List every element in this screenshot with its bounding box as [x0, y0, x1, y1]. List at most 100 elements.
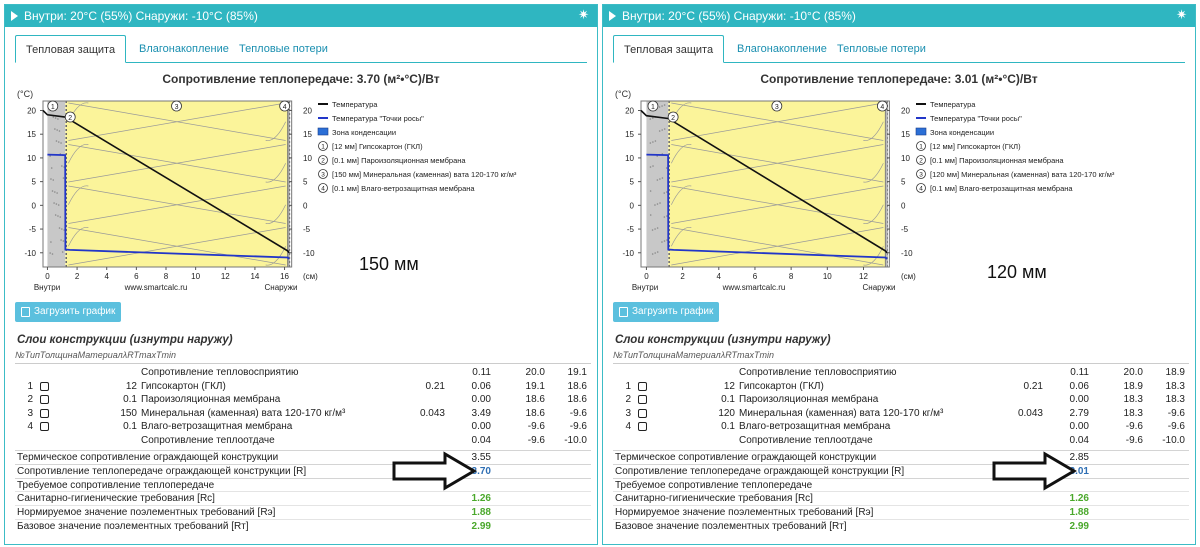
layer-marker-number: 1 [651, 104, 655, 111]
settings-gear-icon[interactable]: ✷ [1176, 7, 1187, 22]
expand-triangle-icon[interactable] [609, 11, 616, 21]
y-tick-label-right: 5 [901, 178, 906, 187]
column-header: Tmax [731, 350, 755, 360]
cell-mat: Пароизоляционная мембрана [141, 394, 281, 405]
layer-checkbox[interactable] [40, 395, 49, 404]
y-axis-label: (°C) [17, 89, 33, 99]
table-row: 1 12 Гипсокартон (ГКЛ) 0.21 0.06 19.1 18.6 [15, 381, 591, 394]
gypsum-texture-dot [55, 203, 58, 205]
cell-tmax: 20.0 [1123, 367, 1143, 378]
legend-label: [12 мм] Гипсокартон (ГКЛ) [332, 142, 423, 151]
gypsum-texture-dot [649, 214, 652, 216]
panel-header[interactable]: Внутри: 20°C (55%) Снаружи: -10°C (85%) … [603, 5, 1195, 27]
legend-number-circle [318, 155, 328, 165]
tab-moisture[interactable]: Влагонакопление [737, 43, 827, 55]
summary-value: 2.99 [1069, 521, 1089, 532]
tab-moisture[interactable]: Влагонакопление [139, 43, 229, 55]
cell-lam: 0.043 [1017, 407, 1043, 419]
layer-checkbox[interactable] [638, 408, 647, 418]
gypsum-texture-dot [61, 165, 63, 167]
cell-tmin: 18.6 [567, 394, 587, 405]
summary-label: Санитарно-гигиенические требования [Rc] [17, 493, 215, 505]
layer-marker-circle [876, 100, 888, 112]
table-header: №ТипТолщинаМатериалλRTmaxTmin [15, 350, 591, 364]
cell-mat: Сопротивление тепловосприятию [739, 367, 897, 378]
layer-checkbox[interactable] [40, 422, 49, 431]
gypsum-texture-dot [50, 178, 52, 180]
layer-checkbox[interactable] [40, 408, 49, 418]
gypsum-texture-dot [57, 118, 59, 120]
tab-thermal-protection[interactable]: Тепловая защита [613, 35, 725, 63]
cell-thick: 0.1 [721, 394, 735, 405]
y-tick-label-right: 20 [303, 106, 312, 115]
expand-triangle-icon[interactable] [11, 11, 18, 21]
panel-header[interactable]: Внутри: 20°C (55%) Снаружи: -10°C (85%) … [5, 5, 597, 27]
legend-number: 2 [919, 158, 923, 165]
layer-marker-number: 2 [671, 115, 675, 122]
gypsum-texture-dot [651, 229, 654, 231]
x-tick-label: 10 [191, 272, 200, 281]
layer-checkbox[interactable] [40, 381, 49, 391]
x-tick-label: 10 [823, 272, 832, 281]
thickness-annotation: 120 мм [987, 262, 1047, 282]
cell-R: 0.11 [1070, 367, 1089, 378]
legend-label: Температура [930, 100, 976, 109]
load-chart-button[interactable]: Загрузить график [15, 302, 122, 322]
cell-num: 4 [625, 421, 631, 432]
tab-thermal-protection[interactable]: Тепловая защита [15, 35, 127, 63]
layer-marker-circle [47, 100, 59, 112]
chart-title: Сопротивление теплопередаче: 3.70 (м²•°C… [162, 72, 440, 86]
cell-R: 2.79 [1069, 407, 1089, 419]
layer-marker-number: 4 [283, 104, 287, 111]
settings-gear-icon[interactable]: ✷ [578, 7, 589, 22]
cell-lam: 0.043 [419, 407, 445, 419]
insulation-fibre [68, 185, 286, 224]
y-tick-label-left: -10 [622, 249, 634, 258]
x-caption-outside: Снаружи [863, 283, 896, 292]
tab-heat-loss[interactable]: Тепловые потери [837, 43, 926, 55]
y-tick-label-left: 0 [630, 201, 635, 210]
gypsum-texture-dot [51, 253, 54, 255]
load-chart-label: Загрузить график [34, 306, 116, 317]
cell-mat: Сопротивление теплоотдаче [739, 434, 873, 446]
layer-checkbox[interactable] [638, 381, 647, 391]
insulation-fibre-curve [265, 121, 286, 141]
cell-num: 2 [625, 394, 631, 405]
summary-row: Базовое значение поэлементных требований… [15, 519, 591, 532]
cell-lam: 0.21 [1023, 380, 1043, 392]
gypsum-texture-dot [654, 252, 656, 254]
legend-label: [0.1 мм] Влаго-ветрозащитная мембрана [930, 184, 1073, 193]
cell-tmax: -9.6 [527, 434, 545, 446]
insulation-fibre-curve [68, 144, 89, 164]
column-header: Толщина [39, 350, 78, 360]
cell-thick: 150 [120, 407, 137, 419]
layer-checkbox[interactable] [638, 395, 647, 404]
insulation-fibre-curve [265, 204, 286, 224]
x-tick-label: 0 [644, 272, 649, 281]
legend-label: [0.1 мм] Пароизоляционная мембрана [332, 156, 466, 165]
y-tick-label-left: 10 [27, 154, 36, 163]
legend-number: 2 [321, 158, 325, 165]
column-header: R [127, 350, 134, 360]
y-tick-label-left: 5 [630, 178, 635, 187]
legend-number-circle [916, 155, 926, 165]
cell-mat: Влаго-ветрозащитная мембрана [141, 421, 293, 432]
summary-row: Санитарно-гигиенические требования [Rc] 1… [15, 491, 591, 504]
layer-checkbox[interactable] [638, 422, 647, 431]
gypsum-texture-dot [661, 129, 663, 131]
x-axis-label: (см) [901, 272, 916, 281]
tab-heat-loss[interactable]: Тепловые потери [239, 43, 328, 55]
x-caption-inside: Внутри [632, 283, 658, 292]
x-tick-label: 4 [717, 272, 722, 281]
column-header: Tmin [754, 350, 775, 360]
column-header: Тип [24, 350, 40, 360]
cell-num: 4 [27, 421, 33, 432]
load-chart-button[interactable]: Загрузить график [613, 302, 720, 322]
tab-bar: Тепловая защита Влагонакопление Тепловые… [15, 35, 587, 63]
summary-row: Базовое значение поэлементных требований… [613, 519, 1189, 532]
y-tick-label-left: 0 [32, 201, 37, 210]
y-tick-label-right: 15 [901, 130, 910, 139]
layer-marker-number: 3 [775, 104, 779, 111]
gypsum-texture-dot [656, 203, 659, 205]
legend-label: Зона конденсации [930, 128, 994, 137]
